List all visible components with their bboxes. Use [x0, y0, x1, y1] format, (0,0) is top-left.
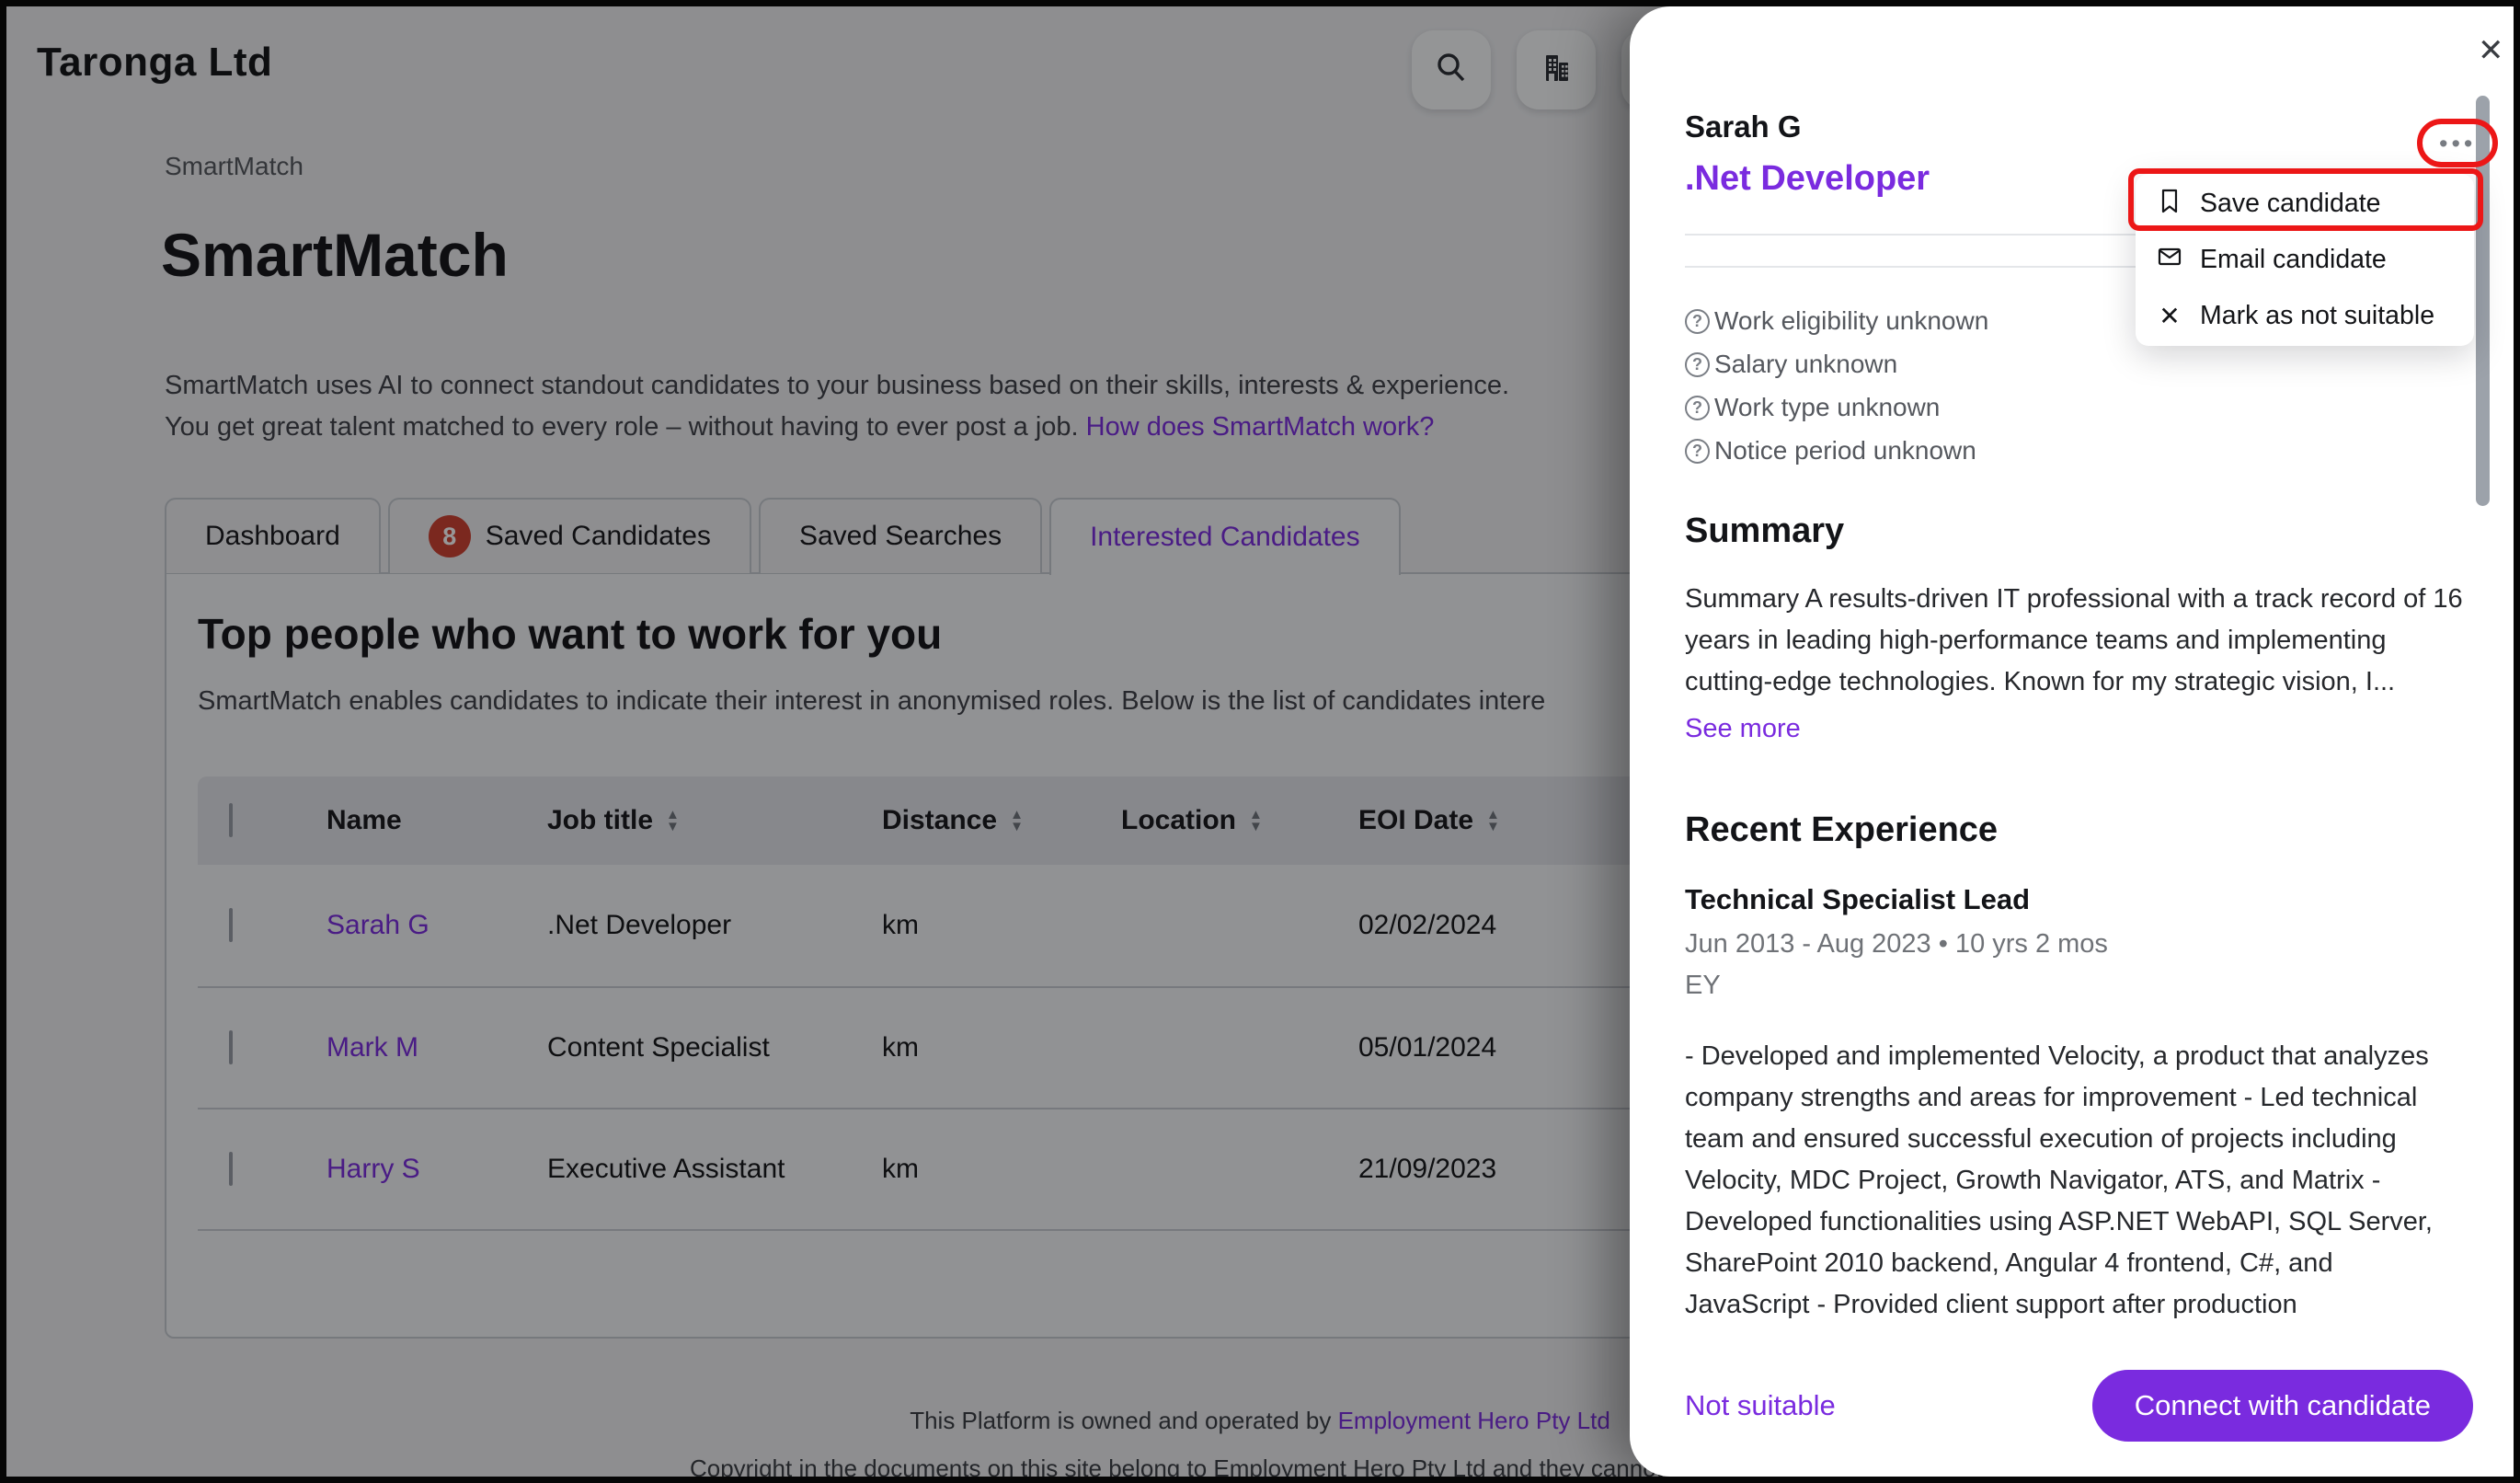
employment-hero-link[interactable]: Employment Hero Pty Ltd	[1337, 1407, 1610, 1434]
sort-icon[interactable]: ▲ ▼	[1010, 807, 1024, 834]
tab-saved-searches[interactable]: Saved Searches	[758, 498, 1043, 573]
sort-icon[interactable]: ▲ ▼	[1486, 807, 1500, 834]
column-header-job-title: Job title ▲ ▼	[547, 805, 680, 835]
description-line2: You get great talent matched to every ro…	[165, 412, 1086, 442]
save-candidate-menu-item[interactable]: Save candidate	[2136, 176, 2474, 232]
question-icon: ?	[1685, 395, 1710, 420]
panel-scrollbar[interactable]	[2476, 96, 2490, 506]
tab-interested-candidates[interactable]: Interested Candidates	[1049, 498, 1401, 575]
cell-job-title: Executive Assistant	[547, 1154, 785, 1184]
candidate-job-title: .Net Developer	[1685, 159, 1930, 198]
candidates-table: Name Job title ▲ ▼ Distance ▲ ▼ Location ▲…	[198, 776, 2460, 1339]
company-name: Taronga Ltd	[37, 40, 273, 85]
sort-icon[interactable]: ▲ ▼	[666, 807, 680, 834]
search-icon	[1432, 49, 1471, 92]
email-candidate-menu-item[interactable]: Email candidate	[2136, 232, 2474, 288]
table-row-empty	[198, 1229, 2460, 1339]
actions-menu: Save candidate Email candidate ✕ Mark as…	[2136, 174, 2474, 346]
question-icon: ?	[1685, 308, 1710, 334]
page-description: SmartMatch uses AI to connect standout c…	[165, 365, 1509, 448]
platform-footer: This Platform is owned and operated by E…	[910, 1407, 1610, 1434]
cell-eoi-date: 02/02/2024	[1358, 910, 1497, 940]
column-header-eoi-date: EOI Date ▲ ▼	[1358, 805, 1500, 835]
tab-dashboard[interactable]: Dashboard	[165, 498, 381, 573]
cell-job-title: Content Specialist	[547, 1032, 770, 1063]
see-more-link[interactable]: See more	[1685, 714, 1801, 743]
experience-company: EY	[1685, 971, 1721, 1000]
summary-heading: Summary	[1685, 512, 1845, 550]
x-icon: ✕	[2159, 302, 2181, 330]
candidate-name-link[interactable]: Sarah G	[326, 910, 430, 940]
table-row: Mark M Content Specialist km 05/01/2024	[198, 986, 2460, 1108]
section-subtext: SmartMatch enables candidates to indicat…	[198, 686, 1546, 716]
attribute-work-type: ? Work type unknown	[1685, 393, 2463, 422]
description-line1: SmartMatch uses AI to connect standout c…	[165, 371, 1510, 400]
candidate-detail-panel: ✕ Sarah G .Net Developer ••• Save candid…	[1630, 6, 2514, 1477]
connect-with-candidate-button[interactable]: Connect with candidate	[2091, 1370, 2473, 1442]
search-button[interactable]	[1412, 30, 1491, 109]
cell-distance: km	[882, 1032, 919, 1063]
candidate-attributes: ? Work eligibility unknown ? Salary unkn…	[1685, 306, 2463, 466]
attribute-notice-period: ? Notice period unknown	[1685, 436, 2463, 466]
bookmark-icon	[2156, 187, 2183, 222]
section-heading: Top people who want to work for you	[198, 610, 943, 658]
experience-heading: Recent Experience	[1685, 810, 1999, 849]
mark-not-suitable-menu-item[interactable]: ✕ Mark as not suitable	[2136, 288, 2474, 344]
close-icon[interactable]: ✕	[2478, 33, 2504, 68]
candidate-name: Sarah G	[1685, 109, 1802, 144]
envelope-icon	[2156, 243, 2183, 278]
breadcrumb: SmartMatch	[165, 152, 304, 180]
more-actions-button[interactable]: •••	[2439, 130, 2477, 157]
candidate-name-link[interactable]: Harry S	[326, 1154, 420, 1184]
saved-candidates-count-badge: 8	[428, 515, 471, 558]
divider	[1685, 266, 2463, 268]
page-title: SmartMatch	[161, 221, 509, 289]
buildings-icon	[1537, 49, 1575, 92]
experience-role: Technical Specialist Lead	[1685, 883, 2031, 915]
cell-job-title: .Net Developer	[547, 910, 732, 940]
experience-details: - Developed and implemented Velocity, a …	[1685, 1041, 2433, 1319]
summary-text: Summary A results-driven IT professional…	[1685, 584, 2463, 696]
column-header-location: Location ▲ ▼	[1121, 805, 1263, 835]
panel-footer: Not suitable Connect with candidate	[1685, 1370, 2473, 1442]
not-suitable-link[interactable]: Not suitable	[1685, 1389, 1836, 1421]
sort-icon[interactable]: ▲ ▼	[1249, 807, 1263, 834]
cell-eoi-date: 21/09/2023	[1358, 1154, 1497, 1184]
organisation-button[interactable]	[1517, 30, 1596, 109]
how-smartmatch-works-link[interactable]: How does SmartMatch work?	[1085, 412, 1435, 442]
column-header-name: Name	[326, 805, 402, 835]
divider	[1685, 234, 2463, 236]
tab-bar: Dashboard 8 Saved Candidates Saved Searc…	[165, 498, 1401, 575]
experience-dates: Jun 2013 - Aug 2023 • 10 yrs 2 mos	[1685, 929, 2108, 959]
cell-eoi-date: 05/01/2024	[1358, 1032, 1497, 1063]
table-row: Sarah G .Net Developer km 02/02/2024	[198, 865, 2460, 986]
question-icon: ?	[1685, 438, 1710, 464]
candidate-name-link[interactable]: Mark M	[326, 1032, 418, 1063]
tab-saved-candidates[interactable]: 8 Saved Candidates	[387, 498, 751, 573]
question-icon: ?	[1685, 351, 1710, 377]
attribute-work-eligibility: ? Work eligibility unknown	[1685, 306, 2463, 336]
column-header-distance: Distance ▲ ▼	[882, 805, 1024, 835]
cell-distance: km	[882, 910, 919, 940]
table-row: Harry S Executive Assistant km 21/09/202…	[198, 1108, 2460, 1229]
cell-distance: km	[882, 1154, 919, 1184]
attribute-salary: ? Salary unknown	[1685, 350, 2463, 379]
